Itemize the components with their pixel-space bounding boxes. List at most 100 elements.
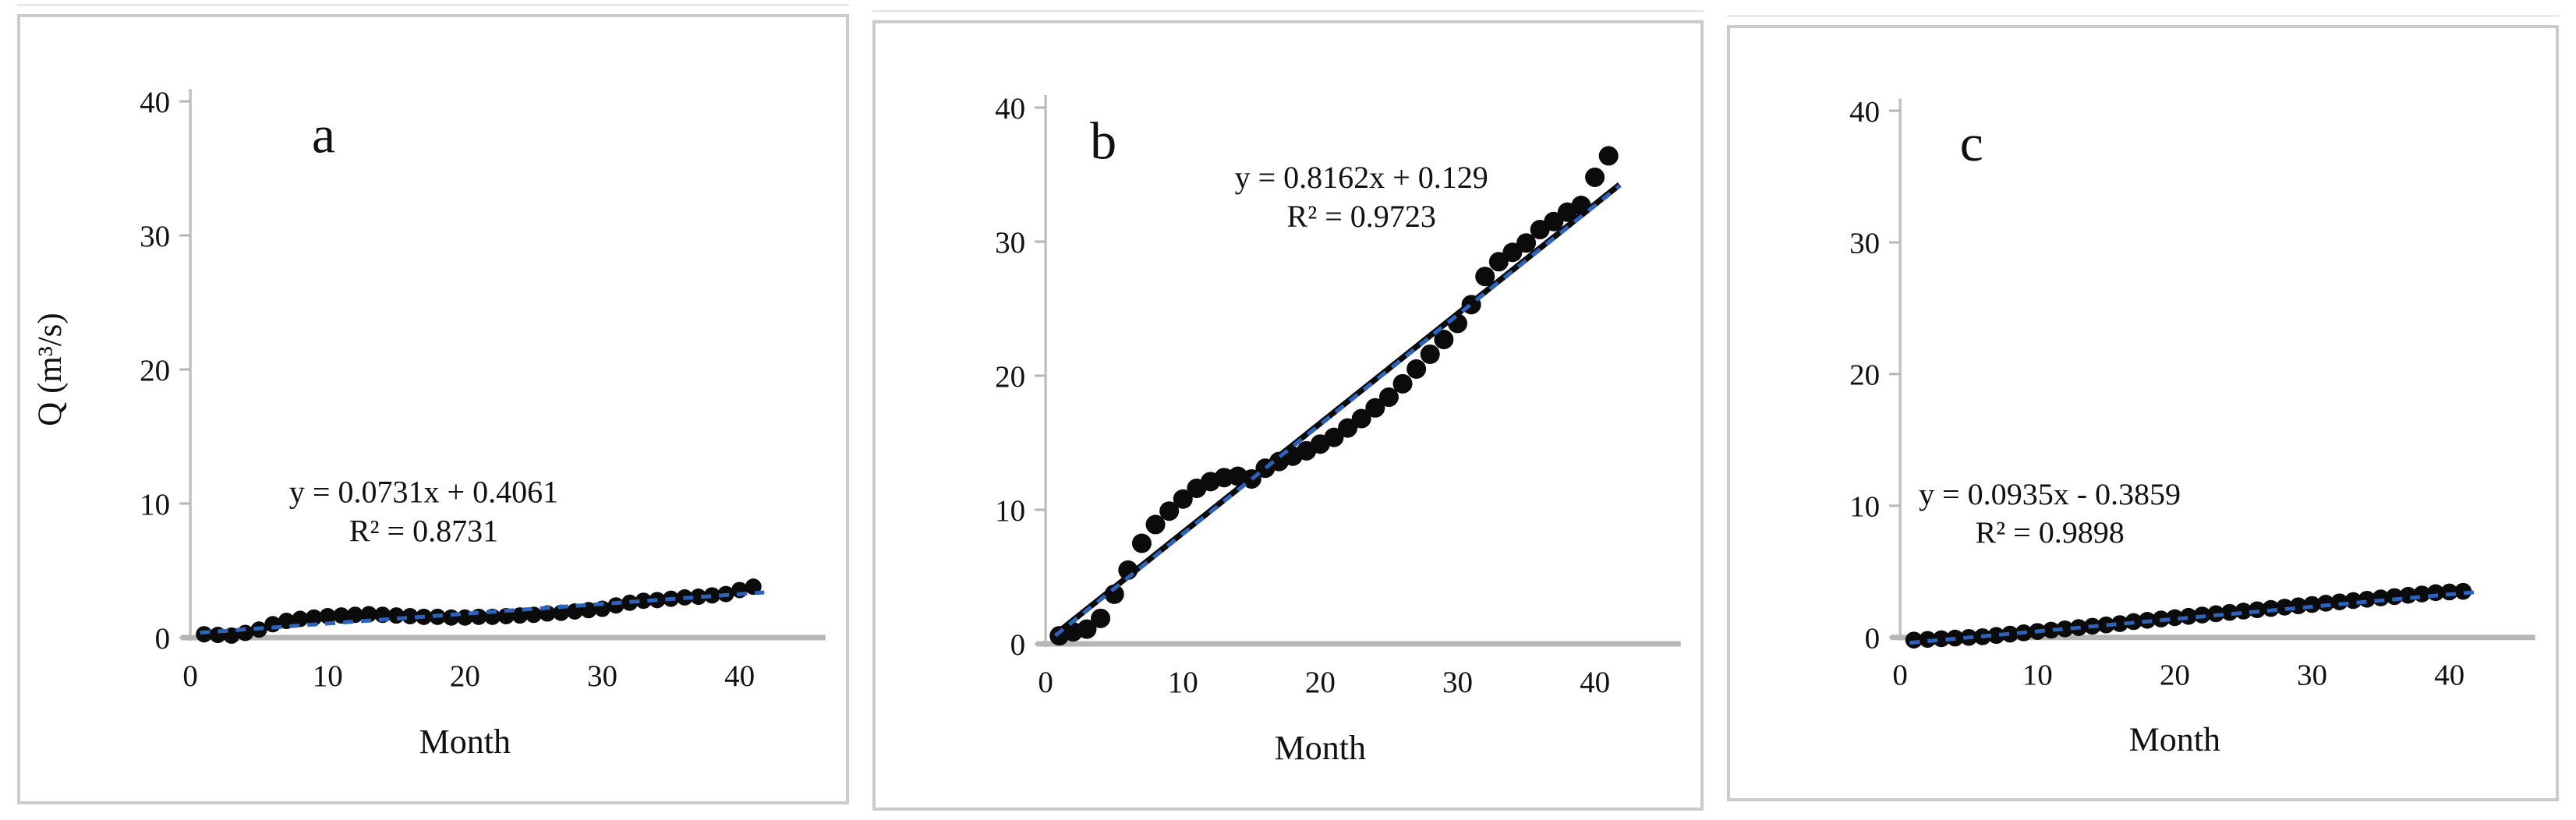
- x-tick-label: 0: [1893, 659, 1909, 692]
- x-axis-title: Month: [1274, 729, 1365, 767]
- data-point: [2344, 592, 2362, 610]
- data-point: [553, 604, 570, 621]
- panel-letter: c: [1960, 115, 1983, 172]
- data-point: [1406, 359, 1426, 379]
- y-tick-label: 0: [155, 622, 171, 656]
- panel-a: 0 10 20 30 40 0 10 20 30 40 Month Q (m³/s) a y = 0.07…: [17, 14, 849, 804]
- data-point: [2180, 607, 2198, 625]
- data-point: [1502, 242, 1523, 263]
- data-point: [1145, 514, 1166, 535]
- x-tick-label: 0: [1038, 666, 1053, 699]
- x-tick-label: 40: [2434, 659, 2465, 692]
- data-point: [1543, 211, 1563, 232]
- y-tick-label: 20: [140, 354, 170, 387]
- data-point: [1337, 418, 1357, 438]
- data-point: [1173, 489, 1193, 509]
- panel-b: 0 10 20 30 40 0 10 20 30 40 Month b y = 0.8162x + 0.…: [872, 20, 1704, 811]
- data-point: [1392, 373, 1413, 394]
- r-squared-label: R² = 0.8731: [349, 513, 498, 548]
- data-point: [2440, 583, 2458, 601]
- data-point: [264, 616, 281, 633]
- y-tick-label: 10: [1849, 491, 1880, 524]
- data-point: [306, 609, 323, 626]
- data-point: [1324, 427, 1344, 447]
- panel-column-b: 0 10 20 30 40 0 10 20 30 40 Month b y = 0.8162x + 0.…: [872, 10, 1704, 820]
- panel-column-c: 0 10 20 30 40 0 10 20 30 40 Month c y = 0.0935x - 0.…: [1727, 15, 2560, 820]
- panel-column-a: 0 10 20 30 40 0 10 20 30 40 Month Q (m³/s) a y = 0.07…: [17, 4, 849, 820]
- data-point: [1474, 267, 1495, 287]
- data-point: [292, 610, 309, 627]
- data-point: [1516, 233, 1536, 253]
- data-point: [1584, 167, 1605, 187]
- x-tick-label: 0: [182, 659, 198, 693]
- x-tick-label: 30: [587, 659, 617, 693]
- trendline-blue-dashed: [1053, 184, 1621, 638]
- data-point: [402, 607, 419, 624]
- data-point: [1364, 398, 1385, 418]
- data-point: [2056, 620, 2074, 638]
- trend-equation: y = 0.0935x - 0.3859: [1919, 477, 2181, 511]
- data-point: [333, 607, 350, 624]
- r-squared-label: R² = 0.9723: [1286, 199, 1435, 234]
- data-point: [319, 607, 336, 624]
- data-point: [1351, 408, 1371, 429]
- data-point: [1090, 608, 1110, 628]
- y-tick-label: 20: [1849, 359, 1880, 392]
- data-point: [2111, 615, 2129, 632]
- x-tick-label: 10: [1167, 666, 1198, 699]
- y-tick-label: 40: [1849, 96, 1880, 129]
- chart-a-svg: 0 10 20 30 40 0 10 20 30 40 Month Q (m³/s) a y = 0.07…: [32, 86, 826, 761]
- panel-letter: a: [312, 104, 335, 164]
- y-tick-label: 30: [140, 220, 170, 253]
- data-point: [1987, 627, 2005, 645]
- data-point: [745, 578, 762, 596]
- panel-c: 0 10 20 30 40 0 10 20 30 40 Month c y = 0.0935x - 0.…: [1727, 25, 2560, 801]
- data-point: [1420, 344, 1440, 364]
- data-point: [1434, 330, 1454, 350]
- x-tick-label: 30: [1442, 666, 1473, 699]
- r-squared-label: R² = 0.9898: [1976, 516, 2125, 550]
- y-tick-label: 10: [995, 494, 1025, 528]
- y-tick-label: 30: [995, 226, 1025, 260]
- data-point: [2043, 621, 2061, 639]
- panel-letter: b: [1090, 111, 1116, 170]
- trend-equation: y = 0.0731x + 0.4061: [289, 474, 558, 509]
- data-point: [1159, 501, 1179, 521]
- data-point: [2097, 616, 2115, 634]
- y-tick-label: 40: [140, 86, 170, 119]
- x-axis-title: Month: [419, 723, 511, 761]
- trendline-blue-dashed: [200, 590, 765, 635]
- data-point: [1131, 533, 1152, 553]
- x-tick-label: 20: [1305, 666, 1336, 699]
- y-axis-title: Q (m³/s): [32, 313, 69, 426]
- data-point: [1598, 146, 1619, 166]
- x-tick-label: 40: [1580, 666, 1610, 699]
- x-tick-label: 40: [724, 659, 755, 693]
- data-point: [690, 588, 707, 606]
- data-point: [607, 597, 625, 614]
- data-point: [1378, 387, 1399, 408]
- data-point: [635, 592, 652, 610]
- data-point: [1488, 252, 1509, 272]
- x-tick-label: 10: [313, 659, 343, 693]
- data-point: [360, 606, 377, 623]
- data-point: [2331, 593, 2349, 610]
- data-point: [2221, 603, 2239, 621]
- data-point: [237, 624, 254, 642]
- data-point: [2235, 603, 2252, 620]
- data-point: [1077, 619, 1097, 639]
- y-tick-label: 40: [995, 92, 1025, 125]
- data-point: [1905, 631, 1923, 649]
- data-point: [2276, 599, 2294, 616]
- y-tick-label: 10: [140, 488, 170, 521]
- x-tick-label: 10: [2022, 659, 2053, 692]
- trendline-blue-dashed: [1909, 590, 2475, 645]
- y-tick-label: 0: [1010, 628, 1025, 662]
- x-tick-label: 30: [2297, 659, 2327, 692]
- chart-b-svg: 0 10 20 30 40 0 10 20 30 40 Month b y = 0.8162x + 0.…: [995, 92, 1681, 767]
- data-point: [2166, 609, 2184, 627]
- data-point: [2262, 599, 2280, 617]
- y-tick-label: 30: [1849, 228, 1880, 260]
- y-tick-label: 20: [995, 360, 1025, 394]
